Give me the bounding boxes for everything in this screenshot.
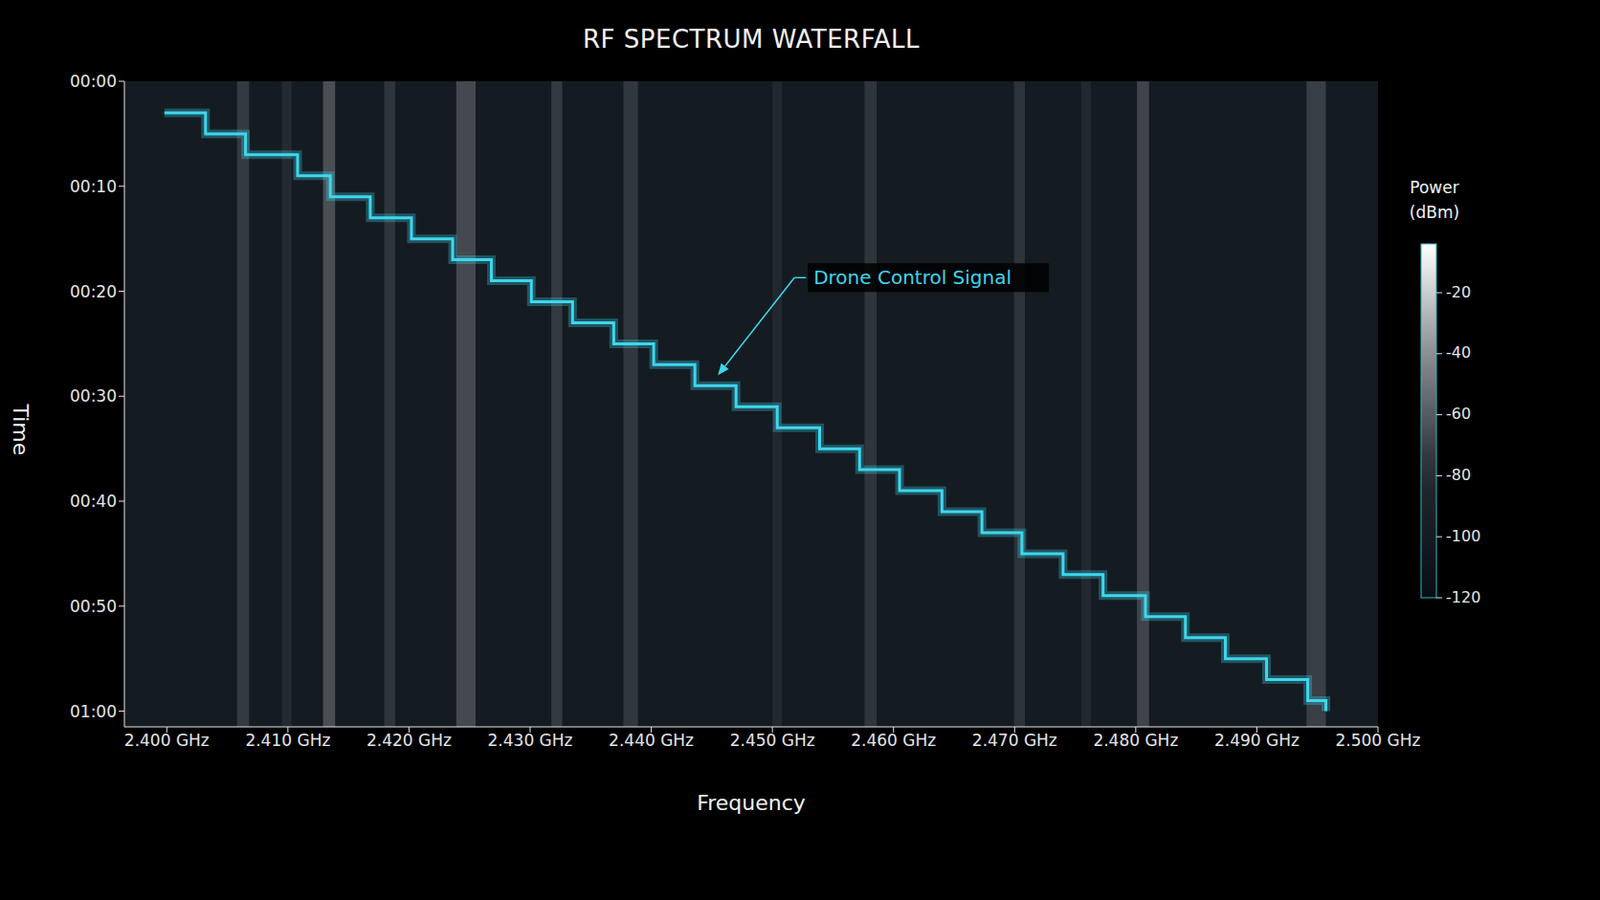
svg-text:-120: -120 — [1445, 588, 1481, 607]
svg-text:2.440 GHz: 2.440 GHz — [608, 731, 694, 751]
svg-text:2.470 GHz: 2.470 GHz — [972, 731, 1058, 751]
svg-text:Drone Control Signal: Drone Control Signal — [813, 266, 1012, 289]
svg-text:2.410 GHz: 2.410 GHz — [244, 731, 331, 751]
svg-text:-100: -100 — [1445, 527, 1481, 546]
svg-text:Power: Power — [1409, 177, 1459, 198]
svg-text:(dBm): (dBm) — [1409, 202, 1460, 223]
svg-text:01:00: 01:00 — [69, 702, 117, 722]
svg-text:2.430 GHz: 2.430 GHz — [488, 731, 574, 751]
svg-text:Frequency: Frequency — [696, 791, 806, 816]
svg-text:2.490 GHz: 2.490 GHz — [1214, 731, 1300, 751]
svg-text:-60: -60 — [1445, 404, 1471, 423]
svg-text:2.460 GHz: 2.460 GHz — [850, 731, 936, 751]
svg-text:Time: Time — [8, 403, 33, 457]
svg-text:00:50: 00:50 — [69, 597, 117, 617]
svg-text:00:10: 00:10 — [69, 177, 117, 197]
svg-text:00:40: 00:40 — [69, 491, 117, 512]
svg-text:2.500 GHz: 2.500 GHz — [1335, 731, 1422, 751]
svg-text:2.400 GHz: 2.400 GHz — [124, 731, 210, 751]
svg-text:2.450 GHz: 2.450 GHz — [730, 731, 816, 751]
html-text:RF SPECTRUM WATERFALL: RF SPECTRUM WATERFALL — [582, 24, 920, 54]
svg-text:-40: -40 — [1445, 343, 1471, 362]
svg-text:2.480 GHz: 2.480 GHz — [1092, 731, 1178, 751]
svg-text:-20: -20 — [1445, 283, 1471, 302]
svg-text:-80: -80 — [1445, 466, 1471, 485]
svg-text:00:20: 00:20 — [69, 282, 117, 302]
svg-text:2.420 GHz: 2.420 GHz — [366, 731, 452, 751]
svg-text:00:00: 00:00 — [69, 71, 117, 91]
svg-text:00:30: 00:30 — [69, 386, 117, 406]
